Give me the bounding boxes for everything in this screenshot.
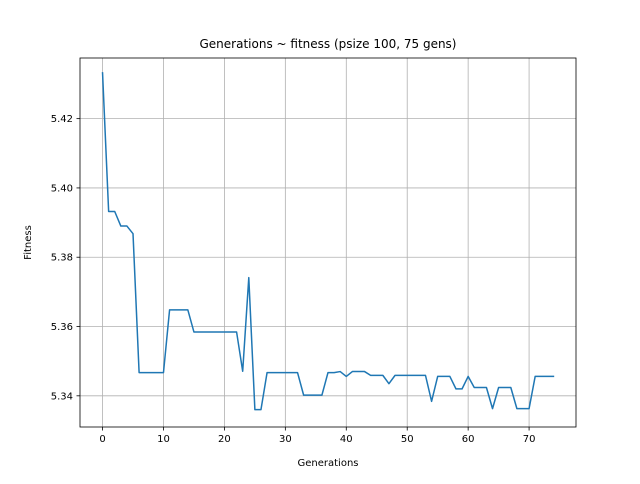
x-tick-label: 30 bbox=[279, 434, 292, 445]
series-line bbox=[101, 72, 555, 411]
chart-title: Generations ~ fitness (psize 100, 75 gen… bbox=[200, 37, 457, 51]
y-tick-label: 5.36 bbox=[51, 322, 73, 333]
x-tick-label: 0 bbox=[99, 434, 105, 445]
x-axis-label: Generations bbox=[298, 458, 359, 469]
x-tick-label: 20 bbox=[218, 434, 231, 445]
x-tick-label: 40 bbox=[340, 434, 353, 445]
x-tick-label: 10 bbox=[157, 434, 170, 445]
x-tick-label: 60 bbox=[462, 434, 475, 445]
x-tick-label: 70 bbox=[523, 434, 536, 445]
axis-ticks: 0 10 20 30 40 50 60 70 5.34 5.36 5.38 5.40 5.42 bbox=[51, 114, 536, 445]
y-axis-label: Fitness bbox=[23, 225, 34, 260]
grid bbox=[80, 58, 576, 427]
plot-area bbox=[101, 72, 555, 411]
y-tick-label: 5.40 bbox=[51, 183, 73, 194]
axes-frame bbox=[79, 57, 577, 428]
y-tick-label: 5.34 bbox=[51, 391, 73, 402]
y-tick-label: 5.42 bbox=[51, 114, 73, 125]
y-tick-label: 5.38 bbox=[51, 253, 73, 264]
x-tick-label: 50 bbox=[401, 434, 414, 445]
